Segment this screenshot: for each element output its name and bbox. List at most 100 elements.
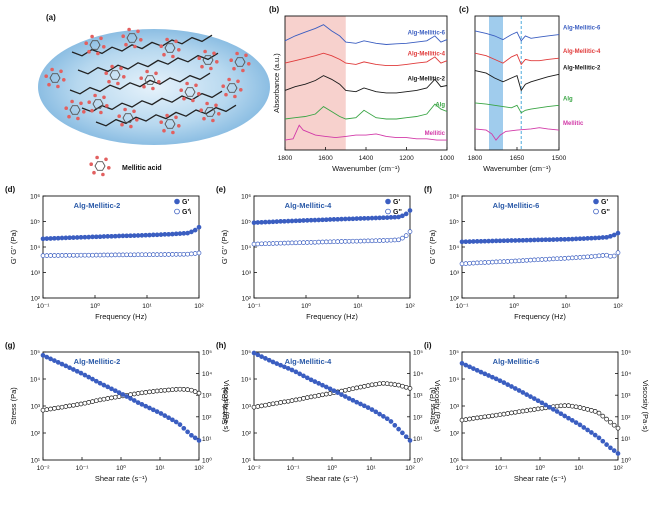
mellitic-oxygen-atom — [87, 100, 91, 104]
data-point — [501, 411, 507, 417]
data-point — [170, 387, 175, 393]
data-point — [312, 379, 318, 384]
data-point — [323, 384, 329, 390]
data-point — [192, 227, 198, 233]
data-point — [93, 234, 99, 240]
data-point — [285, 398, 291, 404]
x-tick-label: 10⁻¹ — [248, 303, 262, 310]
data-point — [308, 240, 314, 245]
data-point — [509, 384, 514, 389]
data-point — [112, 388, 118, 394]
data-point — [251, 220, 257, 226]
data-point — [615, 451, 621, 456]
x-tick-label: 1800 — [468, 155, 483, 162]
data-point — [573, 236, 579, 242]
data-point — [478, 369, 484, 375]
data-point — [48, 253, 53, 258]
data-point — [471, 366, 476, 371]
data-point — [109, 395, 114, 401]
y-tick-label: 10⁵ — [241, 350, 251, 357]
panel-i-label: (i) — [424, 341, 432, 350]
data-point — [101, 234, 107, 239]
mellitic-ring — [109, 70, 121, 80]
data-point — [181, 387, 187, 392]
mellitic-oxygen-atom — [182, 96, 186, 101]
mellitic-ring — [144, 75, 156, 85]
data-point — [116, 252, 122, 258]
data-point — [86, 252, 92, 258]
data-point — [615, 230, 621, 236]
data-point — [335, 216, 341, 222]
data-point — [162, 232, 168, 237]
data-point — [608, 233, 613, 239]
data-point — [109, 233, 114, 239]
data-point — [301, 373, 306, 379]
y2-axis-label: Viscosity (Pa·s) — [222, 380, 231, 432]
y-tick-label: 10² — [242, 431, 252, 438]
data-point — [44, 253, 50, 258]
mellitic-oxygen-atom — [197, 56, 201, 60]
data-point — [78, 252, 84, 258]
data-point — [566, 255, 571, 261]
data-point — [166, 387, 171, 393]
data-point — [116, 394, 122, 399]
data-point — [196, 224, 202, 230]
data-point — [592, 253, 598, 259]
data-point — [192, 251, 198, 256]
data-point — [509, 238, 514, 243]
y2-tick-label: 10¹ — [413, 436, 423, 443]
data-point — [63, 253, 69, 258]
data-point — [493, 376, 499, 382]
data-point — [131, 391, 137, 397]
data-point — [346, 387, 352, 392]
data-point — [101, 382, 107, 388]
data-point — [373, 409, 379, 415]
data-point — [185, 429, 190, 435]
mellitic-oxygen-atom — [120, 122, 124, 127]
data-point — [474, 367, 480, 373]
data-point — [293, 397, 299, 403]
x-axis-label: Shear rate (s⁻¹) — [514, 474, 567, 483]
data-point — [166, 252, 171, 257]
data-point — [478, 260, 484, 266]
data-point — [608, 253, 613, 259]
data-point — [490, 374, 495, 380]
data-point — [520, 390, 526, 395]
data-point — [558, 403, 564, 409]
data-point — [86, 234, 92, 240]
data-point — [301, 218, 306, 223]
mellitic-ring — [69, 105, 81, 115]
data-point — [566, 403, 571, 408]
data-point — [369, 407, 375, 412]
data-point — [346, 238, 352, 244]
mellitic-oxygen-atom — [174, 115, 178, 120]
series-line — [474, 102, 560, 114]
chart-title: Alg-Mellitic-2 — [74, 357, 121, 366]
mellitic-oxygen-atom — [174, 39, 178, 44]
data-point — [339, 216, 344, 222]
x-tick-label: 10⁻¹ — [456, 303, 470, 310]
data-point — [289, 218, 295, 224]
data-point — [297, 371, 303, 377]
mellitic-oxygen-atom — [101, 172, 105, 177]
mellitic-oxygen-atom — [116, 81, 120, 86]
data-point — [354, 399, 360, 405]
legend-label: G'' — [393, 209, 402, 216]
data-point — [482, 371, 488, 377]
data-point — [297, 396, 303, 402]
x-tick-label: 1400 — [359, 155, 374, 162]
data-point — [361, 403, 367, 409]
series-line — [284, 75, 448, 94]
data-point — [278, 362, 283, 368]
data-point — [59, 253, 65, 258]
data-point — [550, 237, 556, 242]
data-point — [589, 408, 594, 413]
data-point — [585, 407, 590, 412]
data-point — [285, 218, 291, 224]
data-point — [592, 432, 598, 438]
y2-tick-label: 10⁴ — [202, 371, 212, 378]
data-point — [327, 391, 333, 396]
series-label: Alg-Mellitic-4 — [563, 49, 601, 55]
mellitic-oxygen-atom — [99, 110, 103, 115]
x-tick-label: 1650 — [510, 155, 525, 162]
